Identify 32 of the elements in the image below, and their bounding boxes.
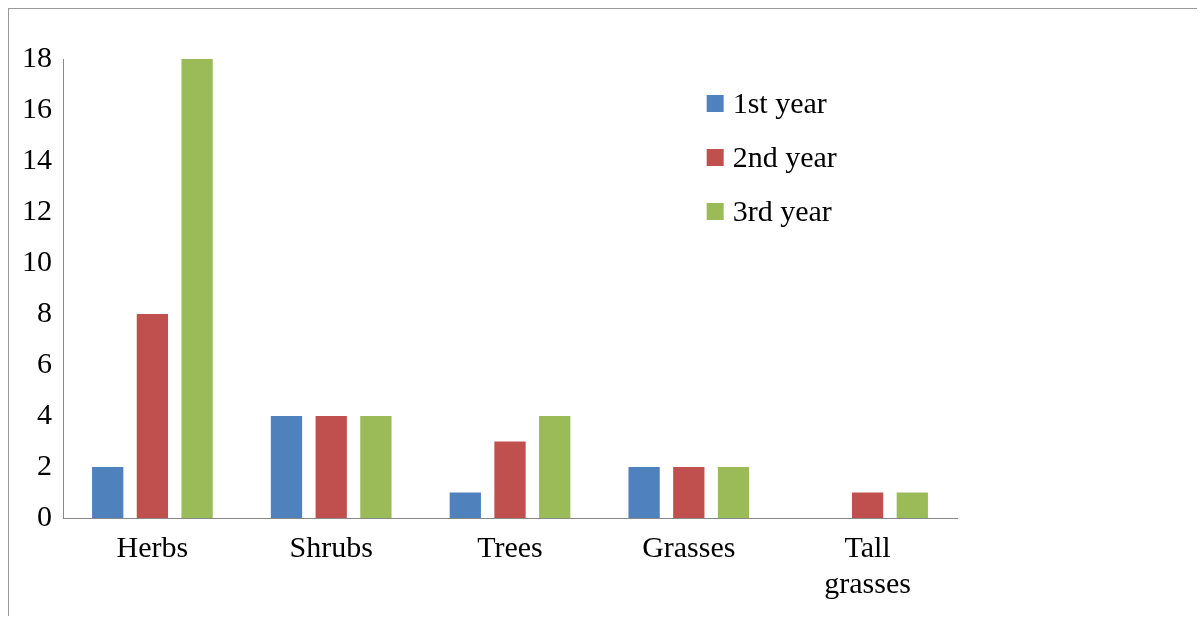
- legend-label: 3rd year: [732, 193, 832, 227]
- y-tick-label: 4: [37, 396, 52, 430]
- bar: [449, 492, 481, 518]
- y-tick-label: 12: [22, 192, 52, 226]
- y-tick-label: 0: [37, 498, 52, 532]
- bar: [181, 59, 213, 518]
- bar: [539, 416, 571, 518]
- y-tick-label: 8: [37, 294, 52, 328]
- y-tick-label: 16: [22, 90, 52, 124]
- bar: [360, 416, 392, 518]
- y-tick-label: 18: [22, 39, 52, 73]
- bar: [270, 416, 303, 518]
- bar: [136, 314, 169, 518]
- y-tick-label: 6: [37, 345, 52, 379]
- bar: [494, 441, 526, 518]
- y-tick-label: 10: [22, 243, 52, 277]
- x-tick-label: Herbs: [116, 529, 189, 563]
- legend-label: 1st year: [732, 85, 827, 119]
- bar: [92, 467, 124, 518]
- bar: [717, 467, 750, 518]
- y-tick-label: 2: [37, 447, 52, 481]
- bar: [315, 416, 347, 518]
- y-tick-label: 14: [22, 141, 52, 175]
- bar: [673, 467, 705, 518]
- legend-label: 2nd year: [732, 139, 837, 173]
- bar: [851, 492, 884, 518]
- bar: [628, 467, 660, 518]
- x-tick-label: Grasses: [642, 529, 736, 563]
- x-tick-label: Shrubs: [289, 529, 373, 563]
- bar: [896, 492, 928, 518]
- x-tick-label: Tall grasses: [824, 529, 911, 599]
- x-tick-label: Trees: [477, 529, 543, 563]
